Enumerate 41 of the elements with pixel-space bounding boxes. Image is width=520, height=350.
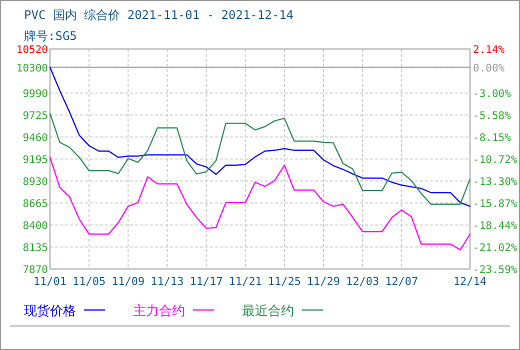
y2-tick-label: -8.15% [473, 132, 512, 144]
y2-tick-label: 2.14% [473, 44, 506, 56]
y2-tick-label: -13.30% [473, 176, 518, 188]
y-tick-label: 10300 [16, 62, 48, 74]
x-tick-label: 11/01 [33, 275, 67, 288]
y-tick-label: 8400 [22, 220, 48, 232]
chart-title: PVC 国内 综合价 2021-11-01 - 2021-12-14 [24, 8, 294, 22]
line-series [49, 156, 471, 251]
y2-tick-label: -15.87% [473, 198, 518, 210]
line-series [49, 112, 471, 205]
y-tick-label: 10520 [16, 44, 48, 56]
y2-tick-label: 0.00% [473, 62, 506, 74]
legend-label: 最近合约 [242, 304, 294, 319]
chart-subtitle: 牌号:SG5 [24, 29, 77, 43]
x-tick-label: 12/03 [346, 275, 380, 288]
y-tick-label: 8135 [22, 242, 48, 254]
y2-tick-label: -10.72% [473, 154, 518, 166]
x-tick-label: 11/17 [190, 275, 223, 288]
x-tick-label: 12/14 [453, 275, 487, 288]
line-series [49, 66, 471, 207]
y-tick-label: 9460 [22, 132, 48, 144]
y-tick-label: 8930 [22, 176, 48, 188]
y2-tick-label: -23.59% [473, 264, 518, 276]
x-tick-label: 11/25 [268, 275, 301, 288]
y-tick-label: 9725 [22, 110, 48, 122]
legend-label: 现货价格 [24, 304, 76, 319]
y-tick-label: 9990 [22, 88, 48, 100]
y-tick-label: 7870 [22, 264, 48, 276]
y-tick-label: 8665 [22, 198, 48, 210]
x-tick-label: 11/29 [306, 275, 340, 288]
y2-tick-label: -18.44% [473, 220, 518, 232]
x-tick-label: 11/09 [112, 275, 145, 288]
y2-tick-label: -21.02% [473, 242, 518, 254]
y-tick-label: 9195 [22, 154, 48, 166]
y2-tick-label: -3.00% [473, 88, 512, 100]
x-tick-label: 11/21 [228, 275, 262, 288]
y2-tick-label: -5.58% [473, 110, 512, 122]
x-tick-label: 11/05 [72, 275, 106, 288]
x-tick-label: 11/13 [150, 275, 184, 288]
x-tick-label: 12/07 [385, 275, 418, 288]
legend-label: 主力合约 [133, 303, 185, 319]
